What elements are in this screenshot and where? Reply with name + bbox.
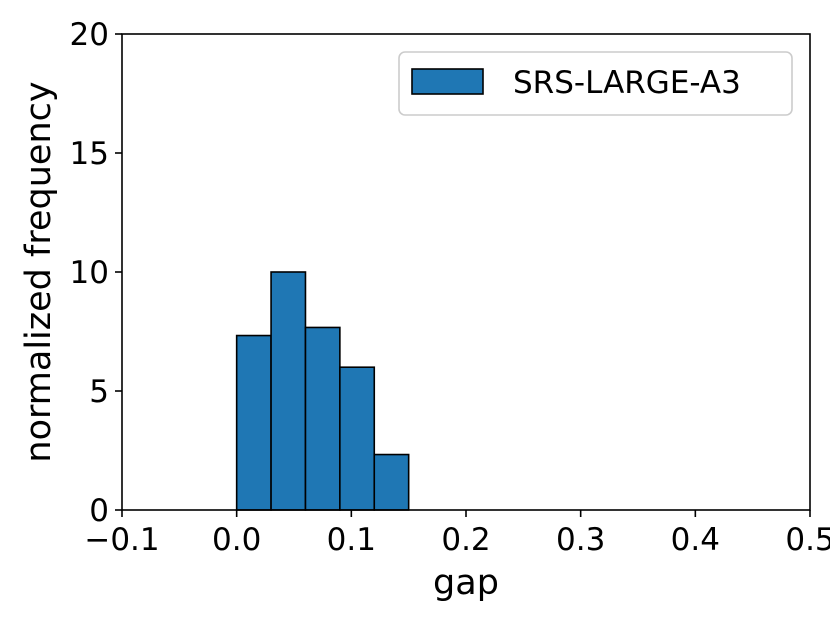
x-tick-label: 0.3 bbox=[556, 522, 605, 558]
y-axis-ticks: 0 5 10 15 20 bbox=[70, 17, 122, 529]
y-tick-label: 15 bbox=[70, 136, 109, 172]
y-tick-label: 20 bbox=[70, 17, 109, 53]
x-tick-label: 0.0 bbox=[212, 522, 261, 558]
legend: SRS-LARGE-A3 bbox=[398, 51, 793, 116]
x-tick-label: 0.1 bbox=[327, 522, 376, 558]
histogram-bar bbox=[270, 271, 307, 511]
x-axis-ticks: −0.1 0.0 0.1 0.2 0.3 0.4 0.5 bbox=[84, 510, 830, 558]
x-tick-label: −0.1 bbox=[84, 522, 159, 558]
bars-group bbox=[235, 271, 410, 511]
y-tick-label: 0 bbox=[89, 493, 109, 529]
histogram-bar bbox=[304, 326, 341, 511]
x-tick-label: 0.5 bbox=[785, 522, 830, 558]
legend-box bbox=[398, 51, 793, 116]
y-axis-label: normalized frequency bbox=[19, 81, 59, 462]
histogram-bar bbox=[235, 334, 272, 511]
y-tick-label: 10 bbox=[70, 255, 109, 291]
x-tick-label: 0.4 bbox=[671, 522, 720, 558]
histogram-bar bbox=[373, 453, 410, 511]
plot-area: −0.1 0.0 0.1 0.2 0.3 0.4 0.5 0 5 10 15 20 bbox=[70, 17, 830, 558]
x-tick-label: 0.2 bbox=[441, 522, 490, 558]
histogram-bar bbox=[339, 366, 376, 511]
y-tick-label: 5 bbox=[89, 374, 109, 410]
x-axis-label: gap bbox=[433, 563, 499, 603]
legend-swatch bbox=[411, 68, 484, 95]
legend-label: SRS-LARGE-A3 bbox=[513, 65, 741, 101]
